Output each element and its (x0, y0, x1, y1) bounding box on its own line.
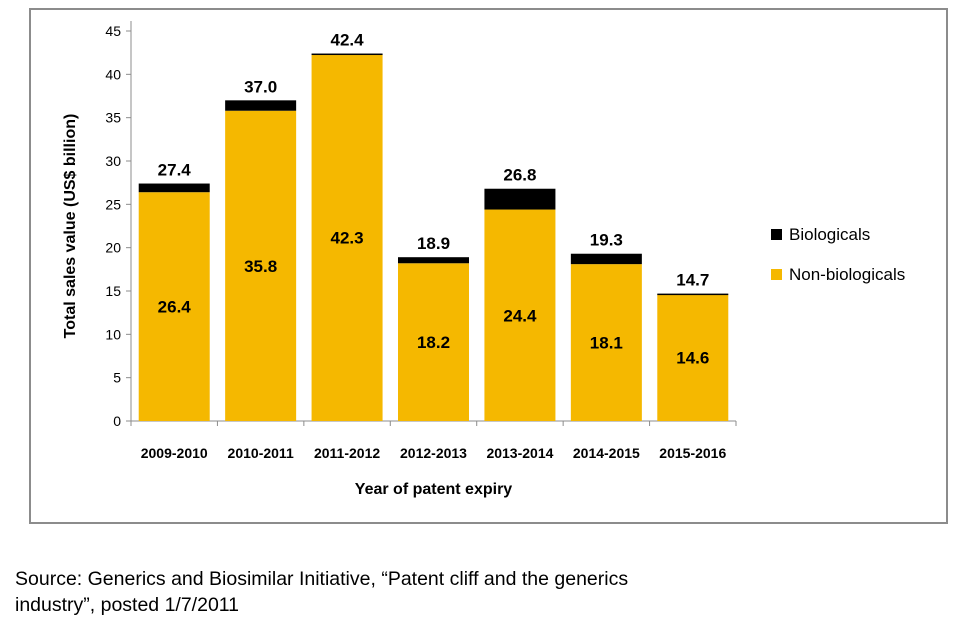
x-tick-label: 2010-2011 (228, 445, 294, 461)
bar-biologicals (398, 257, 469, 264)
y-tick-label: 10 (105, 326, 121, 342)
bar-biologicals (657, 293, 729, 296)
bar-biologicals (570, 253, 642, 265)
bar-biologicals (138, 183, 210, 193)
x-tick-label: 2012-2013 (400, 445, 467, 461)
bar-biologicals (225, 100, 297, 111)
x-tick-label: 2009-2010 (141, 445, 208, 461)
y-tick-label: 0 (113, 413, 121, 429)
y-tick-label: 45 (105, 23, 121, 39)
bar-non-biologicals (398, 263, 469, 421)
bar-total-label: 19.3 (590, 231, 623, 250)
chart-axes: 0 5 10 15 20 25 30 35 40 45 2009-2010 2010-2011 2011… (105, 21, 737, 461)
x-tick-label: 2015-2016 (659, 445, 726, 461)
x-tick-label: 2011-2012 (314, 445, 380, 461)
legend-swatch (771, 269, 782, 280)
legend-swatch (771, 229, 782, 240)
y-tick-label: 25 (105, 196, 121, 212)
bar-segment-label: 18.1 (590, 334, 623, 353)
y-tick-label: 20 (105, 240, 121, 256)
bar-non-biologicals (138, 192, 210, 421)
bar-non-biologicals (657, 294, 729, 421)
bar-total-label: 18.9 (417, 234, 450, 253)
y-tick-label: 15 (105, 283, 121, 299)
y-axis-title: Total sales value (US$ billion) (62, 114, 79, 339)
stacked-bar-chart: 0 5 10 15 20 25 30 35 40 45 2009-2010 2010-2011 2011… (62, 21, 905, 498)
bar-non-biologicals (311, 54, 383, 422)
x-tick-label: 2014-2015 (573, 445, 640, 461)
bar-segment-label: 26.4 (158, 298, 192, 317)
bar-segment-label: 14.6 (676, 349, 709, 368)
chart-frame: 0 5 10 15 20 25 30 35 40 45 2009-2010 2010-2011 2011… (29, 8, 948, 524)
bar-total-label: 14.7 (676, 271, 709, 290)
x-axis-title: Year of patent expiry (355, 481, 512, 498)
bar-total-label: 42.4 (331, 31, 365, 50)
y-tick-label: 5 (113, 370, 121, 386)
bar-segment-label: 35.8 (244, 257, 277, 276)
bar-total-label: 27.4 (158, 161, 192, 180)
x-tick-label: 2013-2014 (486, 445, 553, 461)
y-tick-label: 30 (105, 153, 121, 169)
caption-line-1: Source: Generics and Biosimilar Initiati… (15, 568, 629, 590)
chart-labels: 27.4 26.4 37.0 35.8 42.4 42.3 18.9 18.2 26.8 24.4… (158, 31, 710, 368)
chart-bars (138, 53, 729, 422)
bar-segment-label: 18.2 (417, 333, 450, 352)
y-tick-label: 40 (105, 66, 121, 82)
bar-total-label: 26.8 (503, 166, 536, 185)
bar-segment-label: 24.4 (503, 306, 537, 325)
legend: Biologicals Non-biologicals (771, 225, 905, 284)
y-tick-label: 35 (105, 110, 121, 126)
bar-total-label: 37.0 (244, 77, 277, 96)
bar-biologicals (311, 53, 383, 56)
bar-non-biologicals (225, 110, 297, 421)
bar-non-biologicals (570, 264, 642, 421)
bar-biologicals (484, 188, 556, 210)
legend-label: Non-biologicals (789, 265, 905, 284)
bar-non-biologicals (484, 209, 556, 421)
bar-segment-label: 42.3 (331, 229, 364, 248)
source-caption: Source: Generics and Biosimilar Initiati… (15, 566, 915, 618)
legend-label: Biologicals (789, 225, 870, 244)
caption-line-2: industry”, posted 1/7/2011 (15, 594, 240, 616)
